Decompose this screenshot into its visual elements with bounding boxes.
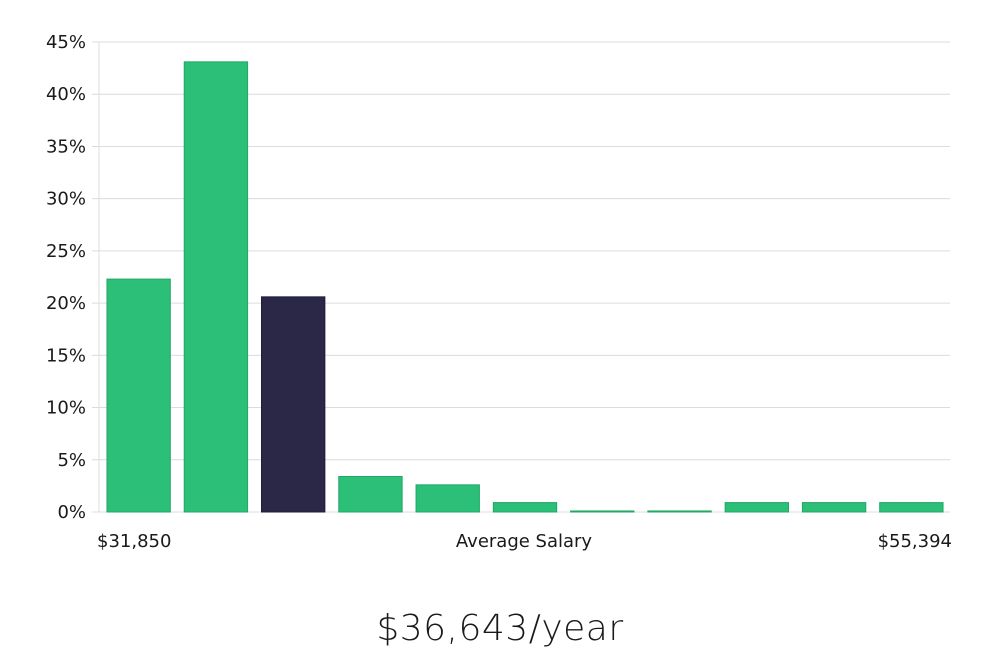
bar bbox=[647, 510, 712, 513]
salary-histogram: 0% 5% 10% 15% 20% 25% 30% 35% 40% 45% $31,850 Ave… bbox=[46, 32, 952, 552]
bar bbox=[570, 510, 635, 513]
x-max-label: $55,394 bbox=[878, 531, 952, 552]
y-tick-label: 15% bbox=[46, 345, 86, 366]
y-tick-label: 10% bbox=[46, 398, 86, 419]
y-tick-label: 35% bbox=[46, 136, 86, 157]
y-tick-label: 30% bbox=[46, 189, 86, 210]
bar bbox=[724, 502, 789, 513]
bar bbox=[106, 278, 171, 513]
bar bbox=[338, 475, 403, 513]
bar bbox=[492, 502, 558, 513]
y-axis-ticks: 0% 5% 10% 15% 20% 25% 30% 35% 40% 45% bbox=[46, 32, 86, 523]
y-tick-label: 0% bbox=[57, 502, 86, 523]
bar bbox=[879, 502, 944, 513]
x-axis-title: Average Salary bbox=[456, 531, 593, 552]
x-min-label: $31,850 bbox=[97, 531, 171, 552]
bar bbox=[415, 484, 480, 513]
bar bbox=[183, 61, 249, 513]
average-salary-value: $36,643/year bbox=[376, 608, 624, 649]
y-tick-label: 20% bbox=[46, 293, 86, 314]
y-tick-label: 5% bbox=[57, 450, 86, 471]
y-tick-label: 45% bbox=[46, 32, 86, 53]
y-tick-label: 40% bbox=[46, 84, 86, 105]
y-tick-label: 25% bbox=[46, 241, 86, 262]
bar-highlighted bbox=[261, 296, 326, 513]
bar bbox=[801, 502, 867, 513]
bars bbox=[106, 61, 944, 513]
